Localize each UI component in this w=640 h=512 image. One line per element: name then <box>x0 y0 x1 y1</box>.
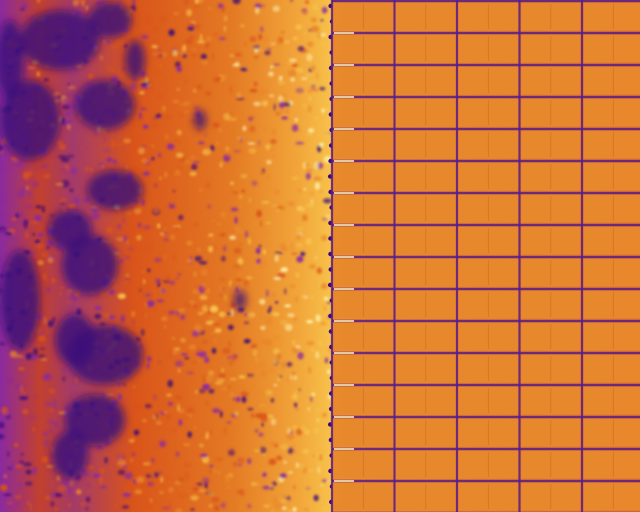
solar-panel-array <box>330 0 640 512</box>
ground-area <box>0 0 333 512</box>
